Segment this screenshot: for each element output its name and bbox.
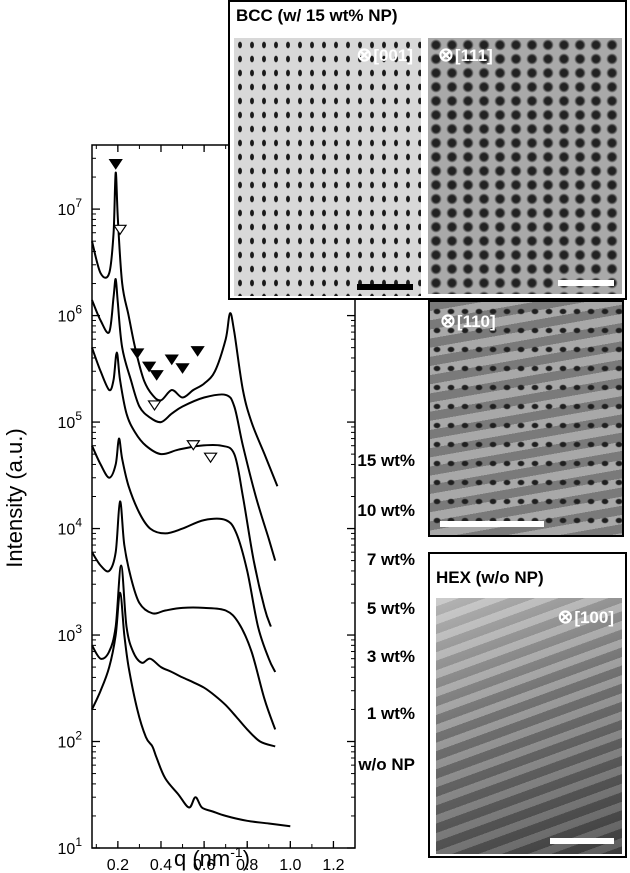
zone-axis-label-001: ⊗[001] — [356, 45, 413, 66]
hex-panel-title: HEX (w/o NP) — [436, 568, 544, 587]
zone-axis-icon: ⊗ — [440, 311, 456, 332]
series-line-1 — [91, 278, 277, 561]
zone-axis-icon: ⊗ — [356, 45, 373, 66]
bcc-panel-title: BCC (w/ 15 wt% NP) — [236, 6, 398, 25]
x-tick-label: 1.0 — [279, 857, 301, 873]
series-lines — [91, 171, 291, 828]
tem-image-bcc-111: ⊗[111] — [428, 38, 622, 294]
y-tick-label: 103 — [58, 622, 83, 645]
series-line-4 — [91, 500, 277, 730]
x-tick-label: 0.8 — [236, 857, 258, 873]
curve-label: 7 wt% — [367, 550, 415, 569]
x-tick-label: 0.2 — [107, 857, 129, 873]
curve-label: 5 wt% — [367, 599, 415, 618]
zone-axis-icon: ⊗ — [438, 45, 454, 66]
curve-label: w/o NP — [357, 755, 415, 774]
x-tick-label: 0.6 — [193, 857, 215, 873]
peak-marker-open — [112, 224, 128, 236]
series-line-2 — [91, 347, 272, 627]
curve-label: 10 wt% — [357, 501, 415, 520]
curve-label: 1 wt% — [367, 704, 415, 723]
peak-marker-filled — [164, 354, 179, 366]
scale-bar — [440, 521, 544, 527]
x-axis-title: q (nm-1) — [174, 844, 250, 871]
zone-axis-label-111: ⊗[111] — [438, 45, 493, 66]
curve-label: 15 wt% — [357, 451, 415, 470]
peak-marker-filled — [175, 363, 190, 374]
series-line-6 — [91, 591, 291, 828]
zone-axis-label-100: ⊗[100] — [557, 607, 614, 628]
peak-marker-filled — [130, 348, 145, 360]
y-tick-label: 104 — [58, 516, 83, 539]
curve-labels: 15 wt% 10 wt% 7 wt% 5 wt% 3 wt% 1 wt% w/o NP — [357, 451, 415, 774]
curve-label: 3 wt% — [367, 647, 415, 666]
peak-marker-filled — [190, 346, 205, 357]
peak-marker-filled — [142, 361, 157, 373]
peak-marker-open — [186, 440, 201, 451]
peak-marker-open — [203, 452, 218, 464]
y-tick-label: 101 — [58, 835, 83, 858]
x-tick-label: 1.2 — [322, 857, 344, 873]
axes: 0.2 0.4 0.6 0.8 1.0 1.2 101 102 103 104 105 106 107 — [58, 144, 356, 873]
y-tick-label: 107 — [58, 196, 83, 219]
y-tick-label: 106 — [58, 303, 83, 326]
peak-markers — [108, 159, 218, 464]
tem-image-bcc-001: ⊗[001] — [234, 38, 421, 296]
peak-marker-filled — [108, 159, 123, 170]
x-tick-label: 0.4 — [150, 857, 172, 873]
zone-axis-label-110: ⊗[110] — [440, 311, 496, 332]
y-axis-title: Intensity (a.u.) — [2, 428, 27, 567]
peak-marker-filled — [149, 370, 164, 381]
series-line-0 — [91, 171, 279, 487]
scale-bar — [550, 838, 614, 844]
scale-bar — [357, 284, 413, 290]
tem-image-bcc-110: ⊗[110] — [428, 300, 624, 537]
peak-marker-open — [147, 400, 162, 412]
y-tick-label: 105 — [58, 409, 83, 432]
tem-image-hex-100: ⊗[100] — [436, 598, 622, 854]
series-line-3 — [91, 437, 277, 673]
zone-axis-icon: ⊗ — [557, 607, 574, 628]
y-tick-label: 102 — [58, 729, 83, 752]
scale-bar — [558, 280, 614, 286]
